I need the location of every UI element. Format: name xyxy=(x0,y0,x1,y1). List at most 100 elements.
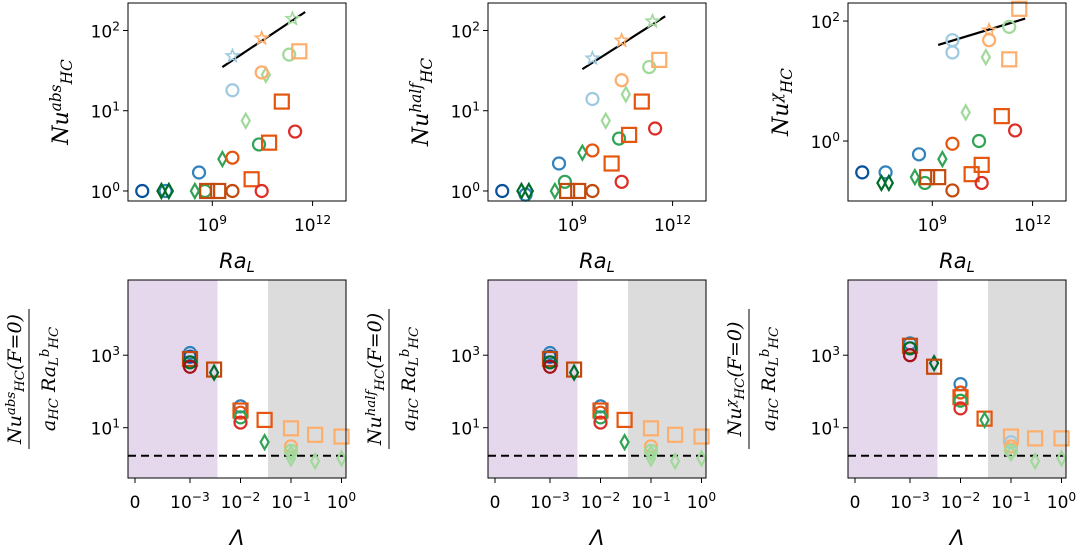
top-panel-1: 109 1012 100 101 102 RaL NuabsHC xyxy=(47,2,347,276)
data-point xyxy=(233,415,248,430)
data-point xyxy=(993,108,1010,125)
y-label-numerator: NuχHC(F=0) xyxy=(724,322,749,438)
data-point xyxy=(648,121,663,136)
x-tick-label: 0 xyxy=(130,493,141,513)
axes-frame xyxy=(127,2,347,202)
data-point xyxy=(1011,0,1028,17)
data-point xyxy=(182,355,198,370)
data-point xyxy=(693,428,710,445)
x-tick-label: 1012 xyxy=(294,213,331,236)
x-tick-label: 0 xyxy=(490,493,501,513)
data-point xyxy=(620,126,638,143)
y-label-numerator: NuhalfHC(F=0) xyxy=(364,313,389,446)
data-point xyxy=(611,131,627,146)
data-point xyxy=(182,359,198,374)
data-point xyxy=(645,449,657,468)
y-axis-label: NuχHC(F=0) aHC RaLbHC xyxy=(724,309,782,449)
x-tick-label: 109 xyxy=(918,213,947,236)
x-tick-label: 1012 xyxy=(654,213,691,236)
y-tick-label: 100 xyxy=(811,130,840,153)
y-tick-label: 101 xyxy=(91,417,120,440)
y-tick-label: 100 xyxy=(451,180,480,203)
data-point xyxy=(600,111,612,130)
data-point xyxy=(189,181,201,201)
data-point xyxy=(963,166,980,183)
y-tick-label: 103 xyxy=(91,345,120,368)
data-point xyxy=(974,175,989,191)
data-point xyxy=(1002,19,1017,34)
data-point xyxy=(273,93,290,110)
shaded-region-purple xyxy=(848,280,938,478)
x-axis-label: Λ xyxy=(948,526,964,550)
data-point xyxy=(181,350,199,368)
data-point xyxy=(225,83,240,98)
data-point xyxy=(135,183,150,199)
data-point xyxy=(208,363,220,382)
data-point xyxy=(593,405,608,420)
data-point xyxy=(557,174,573,189)
data-point xyxy=(495,183,510,199)
data-point xyxy=(163,181,175,201)
data-point xyxy=(1056,449,1067,468)
y-tick-label: 103 xyxy=(811,345,840,368)
data-point xyxy=(1029,451,1041,471)
data-point xyxy=(902,348,918,363)
data-point xyxy=(981,33,997,48)
y-tick-label: 101 xyxy=(91,100,120,123)
data-point xyxy=(928,353,940,373)
axes-frame xyxy=(487,279,707,479)
data-point xyxy=(205,361,223,378)
data-point xyxy=(256,411,273,429)
data-point xyxy=(855,165,870,180)
data-point xyxy=(902,341,918,356)
data-point xyxy=(253,29,271,46)
x-tick-label: 10−2 xyxy=(581,490,621,513)
y-tick-label: 100 xyxy=(91,180,120,203)
x-axis-label: RaL xyxy=(939,249,975,276)
x-tick-label: 10−2 xyxy=(221,490,261,513)
data-point xyxy=(210,182,227,200)
top-panel-2: 109 1012 100 101 102 RaL NuhalfHC xyxy=(407,2,707,276)
x-tick-label: 109 xyxy=(558,213,587,236)
data-point xyxy=(542,359,558,374)
data-point xyxy=(251,137,267,152)
x-tick-label: 10−1 xyxy=(271,490,311,513)
data-point xyxy=(282,420,300,437)
x-tick-label: 10−1 xyxy=(991,490,1031,513)
data-point xyxy=(568,363,580,382)
x-tick-label: 10−2 xyxy=(941,490,981,513)
axes-frame xyxy=(847,2,1067,202)
y-axis-label: NuχHC xyxy=(767,68,796,137)
shaded-region-purple xyxy=(488,280,578,478)
data-point xyxy=(593,410,608,425)
data-point xyxy=(1003,439,1019,454)
data-point xyxy=(254,65,269,80)
bottom-panel-3: 0 10−3 10−2 10−1 100 101 103 Λ NuχHC(F=0) aHC RaL… xyxy=(724,279,1076,550)
y-label-denominator: aHC RaLbHC xyxy=(398,327,423,431)
x-tick-label: 1012 xyxy=(1014,213,1051,236)
data-point xyxy=(285,444,297,463)
shaded-region-purple xyxy=(128,280,218,478)
x-axis-label: RaL xyxy=(579,249,615,276)
data-point xyxy=(549,181,561,201)
x-tick-label: 10−1 xyxy=(631,490,671,513)
data-point xyxy=(979,410,990,430)
data-point xyxy=(254,183,269,199)
data-point xyxy=(642,420,660,437)
data-point xyxy=(542,355,558,370)
x-tick-label: 10−3 xyxy=(530,490,570,513)
data-point xyxy=(233,410,248,425)
data-point xyxy=(565,361,583,378)
data-point xyxy=(584,49,601,66)
x-axis-label: Λ xyxy=(588,526,604,550)
data-point xyxy=(620,85,632,104)
x-tick-label: 100 xyxy=(1047,490,1076,513)
data-point xyxy=(1002,428,1020,445)
x-tick-label: 10−3 xyxy=(890,490,930,513)
bottom-panel-1: 0 10−3 10−2 10−1 100 101 103 Λ NuabsHC(F=0) aHC R… xyxy=(4,279,356,550)
y-tick-label: 102 xyxy=(451,20,480,43)
y-tick-label: 101 xyxy=(451,417,480,440)
data-point xyxy=(306,426,324,443)
data-point xyxy=(876,173,887,193)
bottom-panel-2: 0 10−3 10−2 10−1 100 101 103 Λ NuhalfHC(F=0) aHC … xyxy=(364,279,716,550)
